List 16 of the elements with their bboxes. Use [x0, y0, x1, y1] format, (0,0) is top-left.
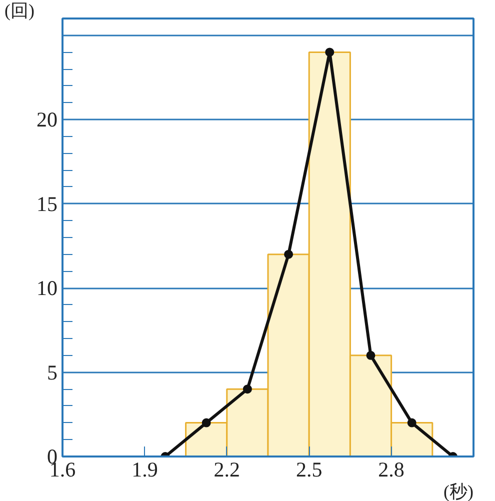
x-tick-label: 2.2	[214, 458, 240, 482]
point	[202, 418, 211, 428]
x-axis-title: (秒)	[444, 482, 474, 501]
y-tick-label: 15	[36, 192, 58, 216]
point	[407, 418, 416, 428]
x-tick-label: 1.9	[132, 458, 158, 482]
y-axis-title: (回)	[4, 0, 34, 20]
point	[284, 250, 294, 259]
point	[366, 350, 376, 360]
point	[242, 384, 252, 394]
y-tick-label: 20	[36, 108, 58, 132]
point	[325, 48, 334, 57]
y-tick-label: 10	[36, 276, 58, 300]
x-tick-label: 2.5	[296, 458, 322, 482]
x-tick-label: 2.8	[378, 458, 404, 482]
y-tick-label: 5	[47, 360, 58, 384]
